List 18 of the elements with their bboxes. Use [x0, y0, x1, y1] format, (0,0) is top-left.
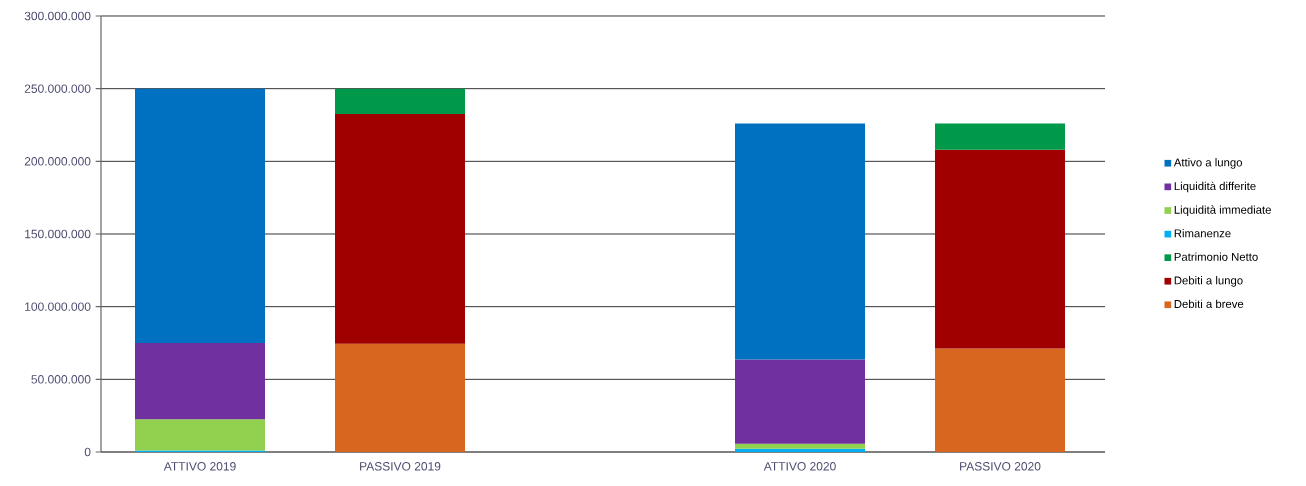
- x-tick-label: ATTIVO 2020: [763, 462, 836, 471]
- x-tick-label: PASSIVO 2019: [360, 462, 441, 471]
- legend-label: Debiti a breve: [1174, 299, 1244, 308]
- y-tick-label: 300.000.000: [24, 11, 91, 21]
- legend-label: Rimanenze: [1174, 229, 1231, 238]
- y-tick-label: 100.000.000: [25, 302, 91, 311]
- y-tick-label: 50.000.000: [31, 375, 91, 384]
- x-tick-label: ATTIVO 2019: [163, 462, 236, 471]
- legend-label: Liquidità immediate: [1174, 205, 1271, 217]
- x-tick-label: PASSIVO 2020: [960, 462, 1041, 471]
- legend-label: Patrimonio Netto: [1174, 252, 1258, 261]
- y-tick-label: 200.000.000: [24, 157, 91, 166]
- y-tick-label: 150.000.000: [25, 229, 91, 239]
- y-tick-label: 0: [84, 447, 91, 457]
- legend-label: Debiti a lungo: [1174, 276, 1243, 287]
- legend-label: Attivo a lungo: [1173, 158, 1243, 169]
- y-tick-label: 250.000.000: [24, 84, 91, 93]
- legend-label: Liquidità differite: [1174, 181, 1256, 193]
